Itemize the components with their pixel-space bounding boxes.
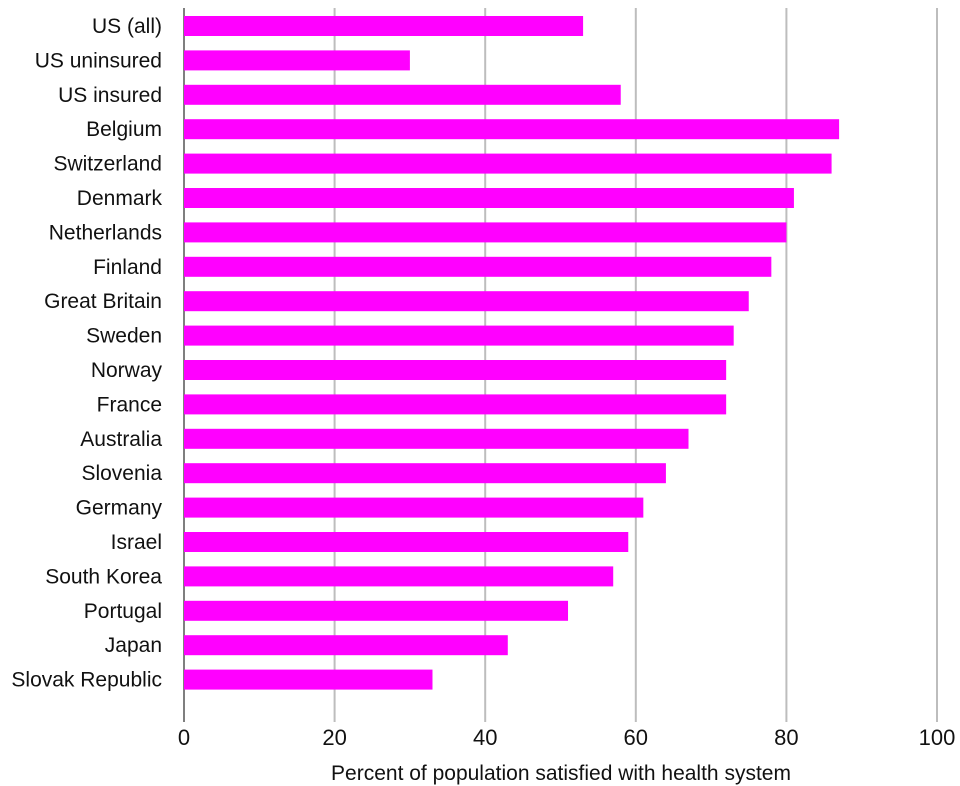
- bar: [184, 119, 840, 140]
- bar: [184, 325, 734, 346]
- bar: [184, 497, 644, 518]
- category-label: Finland: [93, 256, 162, 279]
- category-label: Israel: [111, 531, 162, 554]
- bar: [184, 635, 508, 656]
- category-labels: US (all) US uninsured US insured Belgium Swi…: [11, 15, 162, 692]
- category-label: US (all): [92, 15, 162, 38]
- bar: [184, 566, 614, 587]
- category-label: South Korea: [45, 565, 162, 588]
- category-label: Sweden: [86, 325, 162, 348]
- x-tick-label: 60: [624, 725, 648, 750]
- category-label: Slovenia: [81, 462, 162, 485]
- bar: [184, 16, 584, 36]
- category-label: Japan: [105, 634, 162, 657]
- bars: [184, 16, 840, 690]
- bar: [184, 84, 621, 105]
- bar: [184, 669, 433, 690]
- category-label: Norway: [91, 359, 163, 382]
- bar: [184, 256, 772, 277]
- category-label: France: [97, 393, 162, 416]
- x-tick-labels: 0 20 40 60 80 100: [178, 725, 955, 750]
- category-label: Slovak Republic: [11, 669, 162, 692]
- bar: [184, 360, 727, 380]
- bar: [184, 532, 629, 552]
- bar: [184, 50, 410, 71]
- category-label: Netherlands: [49, 221, 162, 244]
- bar: [184, 394, 727, 415]
- x-tick-label: 100: [919, 725, 956, 750]
- x-tick-label: 20: [322, 725, 346, 750]
- bar: [184, 600, 569, 621]
- category-label: Great Britain: [44, 290, 162, 313]
- bar: [184, 188, 794, 208]
- bar: [184, 153, 832, 174]
- category-label: Switzerland: [53, 153, 162, 176]
- bar: [184, 291, 749, 312]
- category-label: US insured: [58, 84, 162, 107]
- category-label: US uninsured: [35, 49, 162, 72]
- bar: [184, 463, 666, 484]
- category-label: Denmark: [77, 187, 163, 210]
- category-label: Australia: [80, 428, 162, 451]
- x-axis-title: Percent of population satisfied with hea…: [331, 762, 791, 785]
- bar: [184, 222, 787, 243]
- x-tick-label: 0: [178, 725, 190, 750]
- category-label: Portugal: [84, 600, 162, 623]
- category-label: Germany: [76, 497, 163, 520]
- category-label: Belgium: [86, 118, 162, 141]
- bar: [184, 428, 689, 449]
- x-tick-label: 80: [774, 725, 798, 750]
- x-tick-label: 40: [473, 725, 497, 750]
